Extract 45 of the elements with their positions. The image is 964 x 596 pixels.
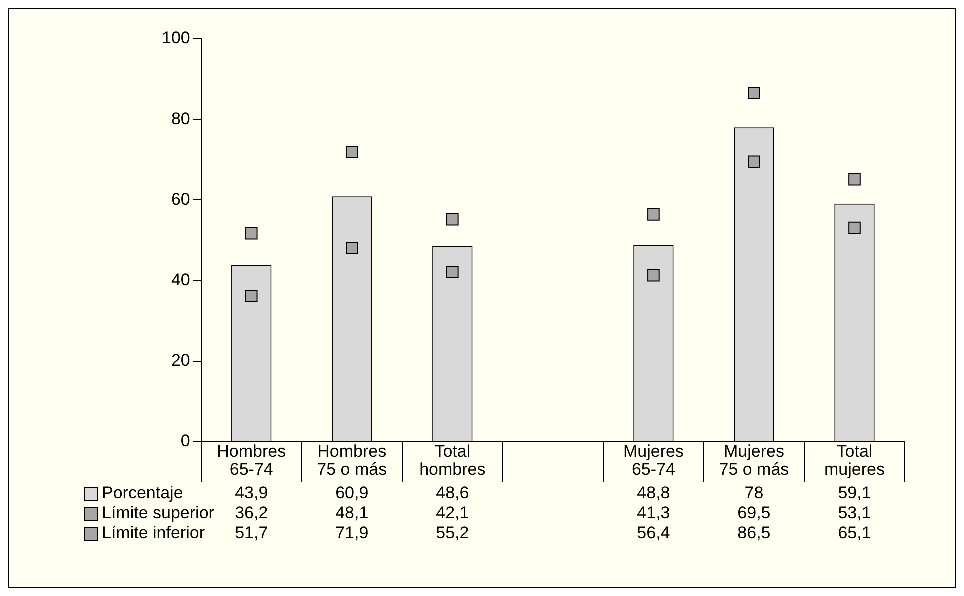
data-label: 42,1 xyxy=(436,504,470,523)
point xyxy=(446,213,459,226)
data-label: 51,7 xyxy=(235,524,268,543)
data-label: 48,6 xyxy=(436,484,470,503)
data-label: 36,2 xyxy=(235,504,268,523)
point xyxy=(346,146,358,158)
point xyxy=(848,222,861,234)
x-tick-label: Mujeres 65-74 xyxy=(623,442,684,480)
legend-label: Porcentaje xyxy=(102,484,184,503)
x-tick-label: Mujeres 75 o más xyxy=(719,442,790,480)
point xyxy=(245,227,258,240)
y-tick-label: 40 xyxy=(171,270,190,290)
point xyxy=(748,156,760,168)
data-label: 41,3 xyxy=(637,504,670,523)
point xyxy=(245,290,258,302)
x-tick-label: Hombres 75 o más xyxy=(317,442,388,480)
y-tick-label: 80 xyxy=(171,109,190,128)
y-tick-label: 20 xyxy=(171,351,190,370)
y-tick-label: 100 xyxy=(162,28,190,48)
data-label: 78 xyxy=(744,484,764,503)
y-tick-label: 0 xyxy=(180,432,190,451)
point xyxy=(648,208,660,221)
y-tick-label: 60 xyxy=(171,190,190,209)
legend-label: Límite superior xyxy=(102,504,215,523)
data-label: 48,8 xyxy=(637,484,670,503)
data-label: 59,1 xyxy=(838,484,872,503)
data-label: 65,1 xyxy=(838,524,872,543)
data-label: 71,9 xyxy=(336,524,369,543)
legend-label: Límite inferior xyxy=(102,524,206,543)
point xyxy=(648,269,660,282)
x-tick-label: Total hombres xyxy=(420,442,486,480)
point xyxy=(346,242,358,254)
x-tick-label: Hombres 65-74 xyxy=(217,442,286,480)
data-label: 56,4 xyxy=(637,524,670,543)
data-label: 55,2 xyxy=(436,524,470,543)
data-label: 60,9 xyxy=(336,484,369,503)
data-label: 43,9 xyxy=(235,484,268,503)
data-label: 53,1 xyxy=(838,504,872,523)
data-label: 86,5 xyxy=(738,524,771,543)
point xyxy=(446,266,459,278)
x-tick-label: Total mujeres xyxy=(824,442,885,480)
data-label: 48,1 xyxy=(336,504,369,523)
data-label: 69,5 xyxy=(738,504,771,523)
point xyxy=(848,173,861,186)
point xyxy=(748,87,760,100)
